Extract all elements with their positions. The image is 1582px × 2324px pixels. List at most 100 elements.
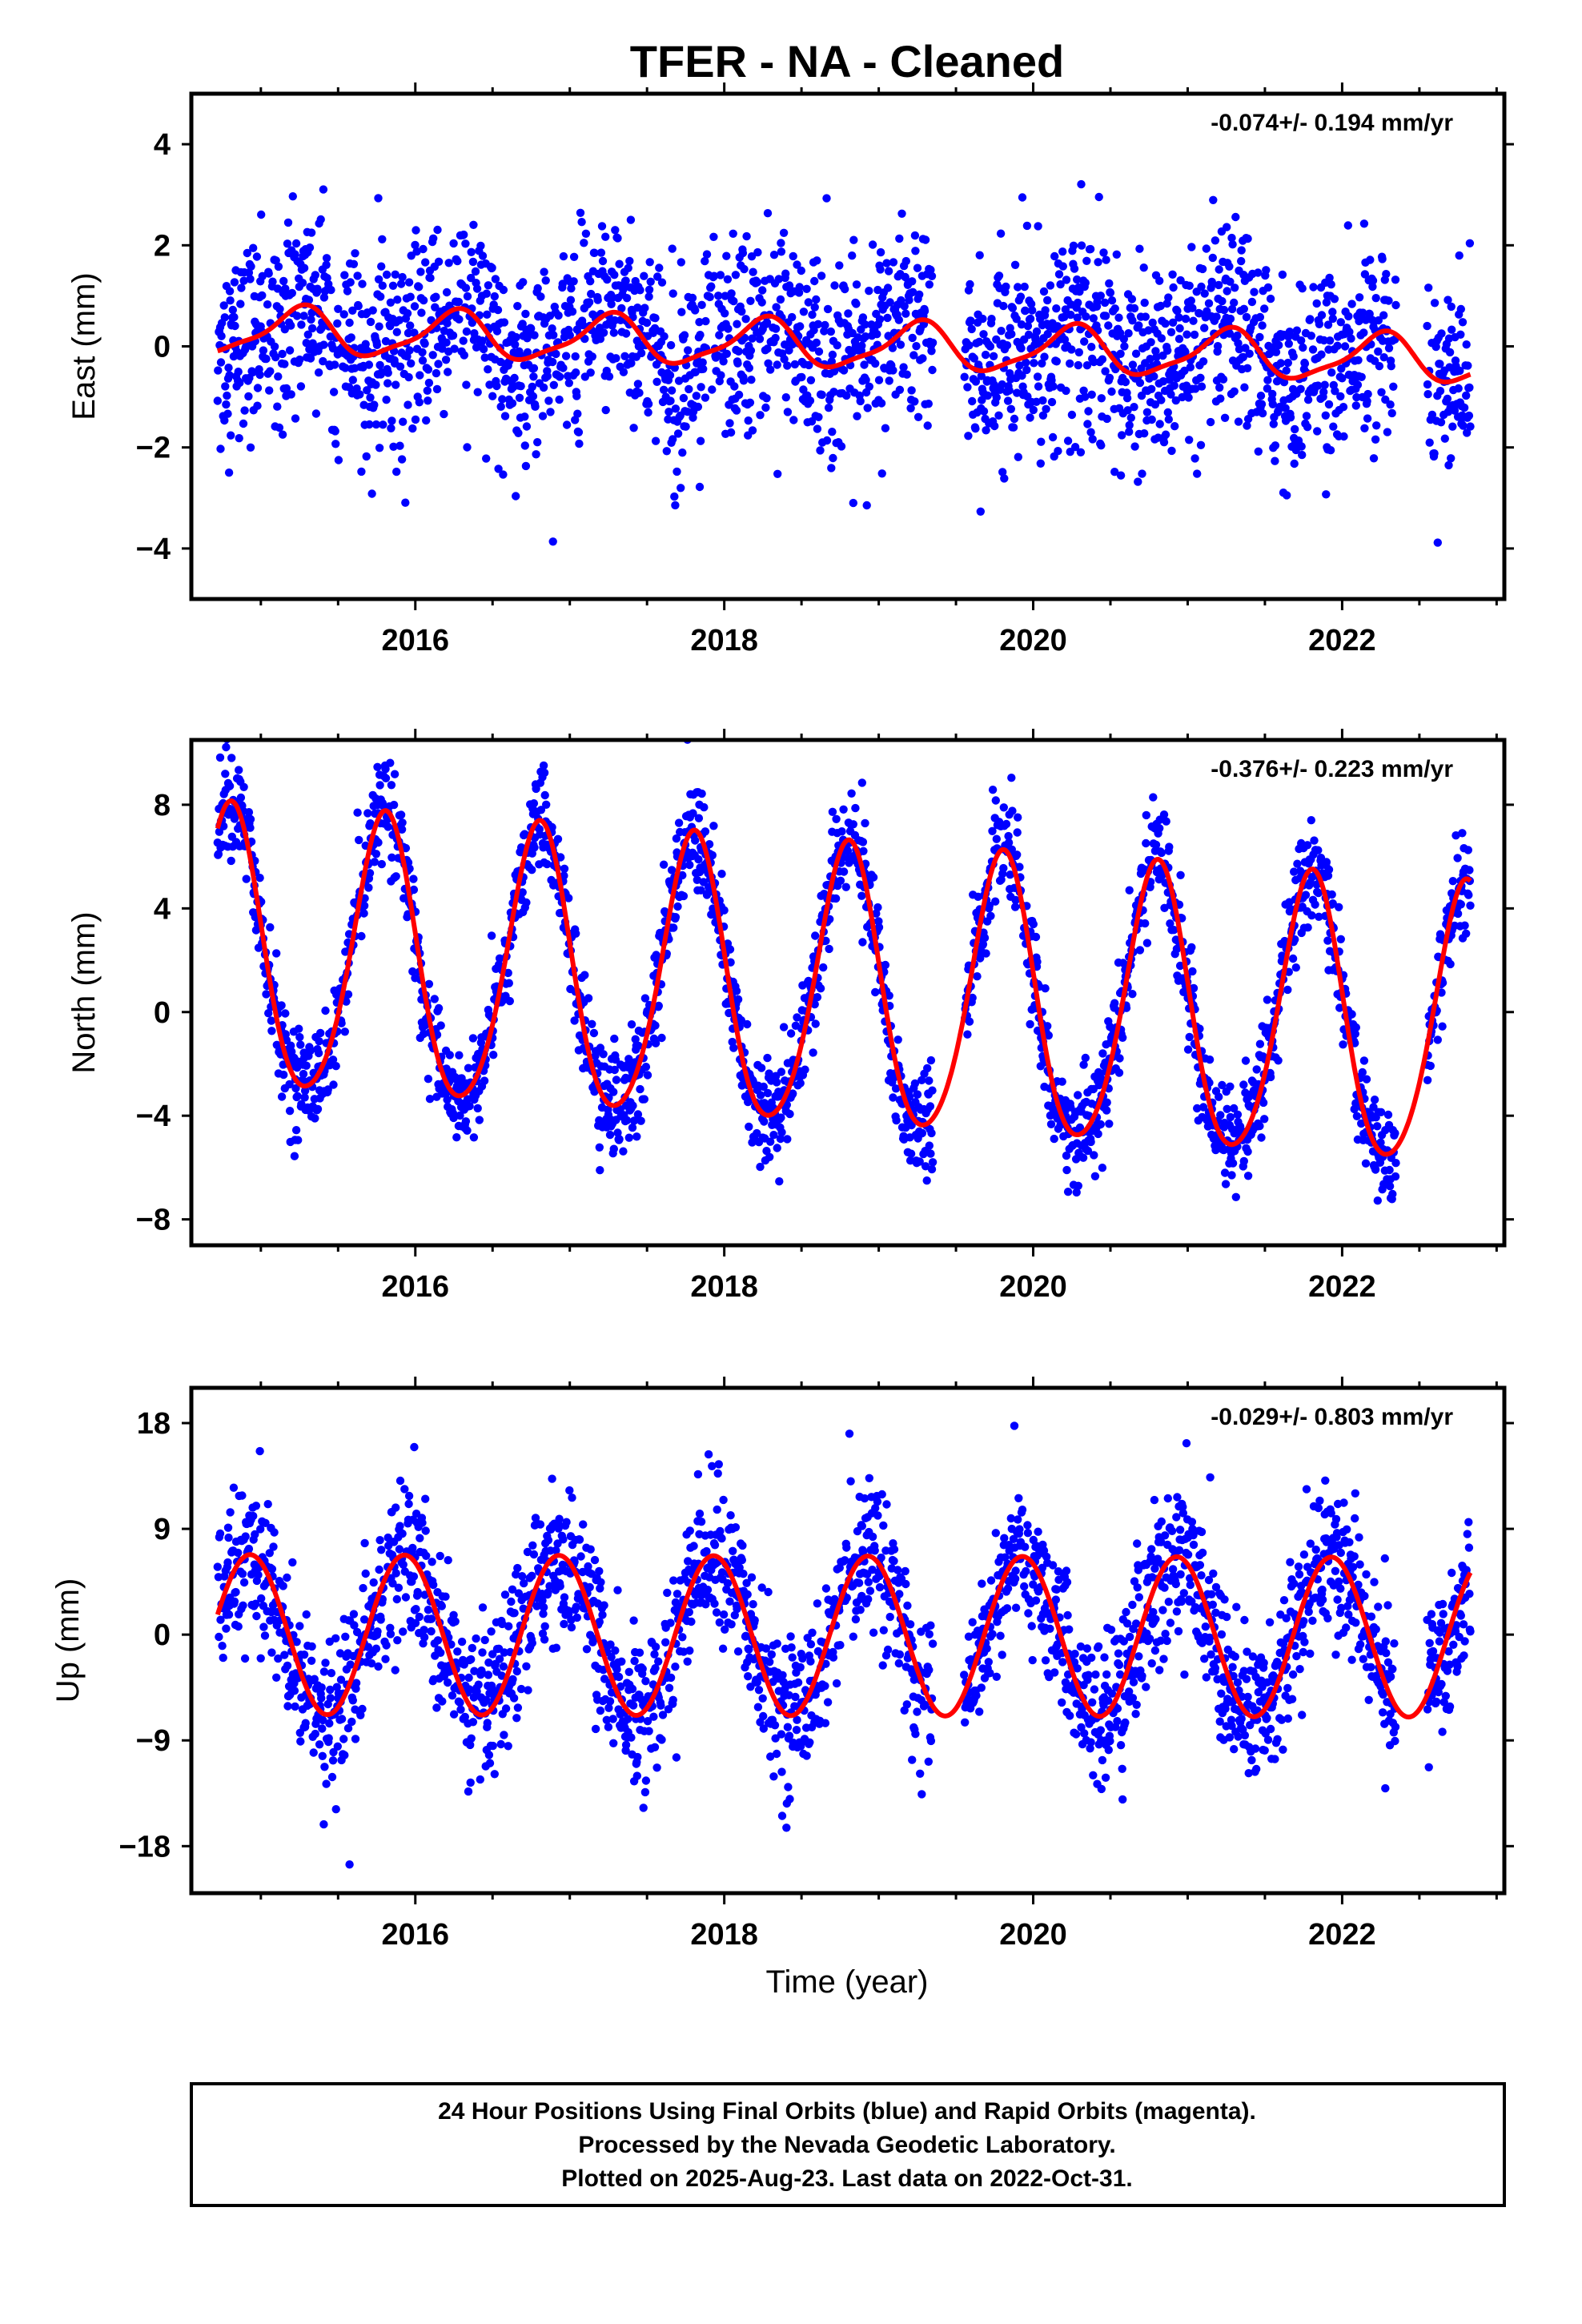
data-point (811, 1019, 820, 1028)
data-point (633, 304, 642, 312)
data-point (830, 281, 839, 290)
data-point (1347, 334, 1355, 343)
data-point (374, 194, 383, 203)
data-point (231, 321, 239, 331)
data-point (1291, 424, 1299, 434)
data-point (640, 271, 648, 280)
data-point (1018, 193, 1027, 202)
data-point (561, 352, 571, 360)
data-point (411, 415, 420, 424)
data-point (1135, 946, 1145, 955)
data-point (1100, 298, 1110, 308)
data-point (1323, 936, 1332, 945)
data-point (891, 1084, 901, 1093)
data-point (1328, 314, 1338, 324)
data-point (299, 1651, 309, 1659)
data-point (479, 344, 488, 354)
data-point (249, 1511, 258, 1521)
data-point (296, 1040, 305, 1049)
data-point (1022, 358, 1030, 367)
data-point (858, 938, 867, 947)
data-point (235, 766, 243, 774)
data-point (1181, 348, 1190, 356)
data-point (243, 248, 251, 258)
data-point (1141, 312, 1150, 321)
data-point (445, 1051, 454, 1059)
data-point (1374, 347, 1383, 356)
data-point (1384, 296, 1393, 305)
data-point (1317, 350, 1326, 359)
data-point (1077, 179, 1086, 189)
data-point (295, 1622, 304, 1630)
data-point (978, 939, 988, 949)
data-point (724, 324, 733, 333)
data-point (915, 1157, 924, 1166)
data-point (605, 1130, 615, 1140)
data-point (378, 235, 387, 243)
data-point (769, 251, 779, 259)
data-point (1070, 264, 1079, 273)
data-point (331, 427, 339, 436)
data-point (753, 247, 762, 257)
data-point (1121, 377, 1130, 387)
data-point (696, 331, 705, 340)
data-point (918, 354, 927, 363)
data-point (1080, 337, 1089, 346)
data-point (825, 944, 833, 954)
data-point (468, 257, 478, 267)
data-point (999, 301, 1008, 311)
data-point (677, 484, 685, 493)
data-point (1147, 415, 1156, 424)
data-point (287, 390, 295, 399)
data-point (575, 439, 584, 448)
data-point (1355, 293, 1364, 302)
data-point (468, 318, 476, 328)
data-point (1058, 247, 1067, 256)
data-point (1275, 340, 1283, 350)
data-point (613, 234, 622, 243)
data-point (329, 1080, 338, 1089)
data-point (555, 372, 564, 381)
data-point (1049, 382, 1058, 391)
data-point (1443, 296, 1452, 304)
data-point (1426, 1061, 1435, 1071)
data-point (529, 364, 539, 372)
data-point (1005, 386, 1014, 395)
data-point (885, 376, 893, 385)
rate-annotation: -0.074+/- 0.194 mm/yr (1211, 110, 1453, 136)
data-point (1017, 320, 1026, 329)
data-point (471, 267, 480, 276)
data-point (363, 386, 371, 395)
data-point (528, 382, 536, 392)
data-point (434, 1003, 444, 1013)
data-point (1243, 234, 1252, 243)
data-point (596, 1166, 604, 1175)
data-point (635, 388, 644, 397)
data-point (1175, 324, 1184, 333)
data-point (1322, 858, 1331, 866)
data-point (893, 1035, 902, 1044)
data-point (1165, 376, 1174, 384)
data-point (1352, 1112, 1362, 1121)
data-point (1376, 1138, 1385, 1147)
data-point (353, 271, 362, 280)
data-point (522, 422, 532, 431)
data-point (422, 416, 431, 425)
data-point (311, 1114, 319, 1123)
data-point (910, 231, 920, 240)
data-point (539, 761, 548, 770)
data-point (1464, 361, 1472, 370)
data-point (519, 278, 528, 287)
data-point (968, 396, 977, 406)
data-point (216, 1615, 225, 1624)
data-point (1259, 1098, 1268, 1108)
data-point (327, 1772, 337, 1782)
data-point (828, 807, 837, 816)
data-point (1296, 384, 1305, 393)
data-point (1215, 1092, 1223, 1101)
data-point (1128, 990, 1137, 999)
data-point (981, 350, 990, 360)
data-point (1098, 1049, 1107, 1058)
data-point (472, 284, 482, 293)
